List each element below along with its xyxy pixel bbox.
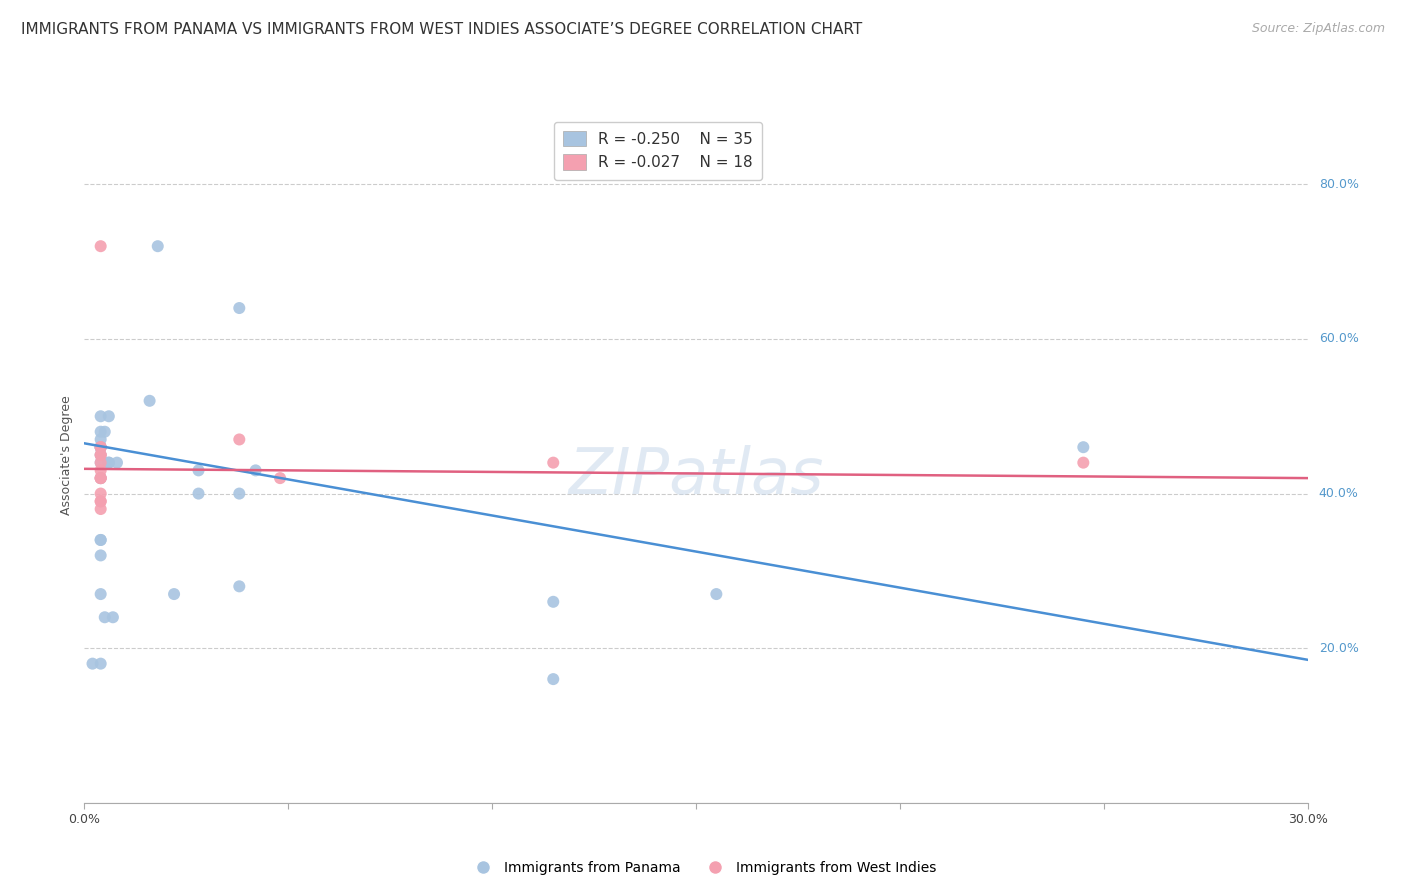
Point <box>90 549 112 563</box>
Legend: R = -0.250    N = 35, R = -0.027    N = 18: R = -0.250 N = 35, R = -0.027 N = 18 <box>554 121 762 179</box>
Text: 60.0%: 60.0% <box>1319 333 1358 345</box>
Point <box>90 440 112 454</box>
Point <box>90 425 112 439</box>
Point <box>90 587 112 601</box>
Point <box>245 463 267 477</box>
Point <box>101 610 124 624</box>
Point <box>90 486 112 500</box>
Point <box>97 456 120 470</box>
Point <box>146 239 169 253</box>
Point <box>543 456 565 470</box>
Y-axis label: Associate's Degree: Associate's Degree <box>60 395 73 515</box>
Point <box>138 393 160 408</box>
Point <box>97 456 120 470</box>
Point <box>90 448 112 462</box>
Point <box>97 409 120 424</box>
Point <box>90 471 112 485</box>
Point <box>90 433 112 447</box>
Point <box>704 587 728 601</box>
Point <box>90 448 112 462</box>
Point <box>105 456 128 470</box>
Point <box>90 533 112 547</box>
Point <box>187 486 209 500</box>
Point <box>228 433 250 447</box>
Point <box>90 657 112 671</box>
Text: ZIPatlas: ZIPatlas <box>568 445 824 507</box>
Point <box>1071 456 1094 470</box>
Point <box>90 440 112 454</box>
Point <box>187 463 209 477</box>
Point <box>543 595 565 609</box>
Point <box>90 456 112 470</box>
Point <box>90 494 112 508</box>
Point <box>93 610 115 624</box>
Point <box>269 471 291 485</box>
Point <box>90 456 112 470</box>
Point <box>228 301 250 315</box>
Point <box>543 672 565 686</box>
Text: 40.0%: 40.0% <box>1319 487 1358 500</box>
Text: IMMIGRANTS FROM PANAMA VS IMMIGRANTS FROM WEST INDIES ASSOCIATE’S DEGREE CORRELA: IMMIGRANTS FROM PANAMA VS IMMIGRANTS FRO… <box>21 22 862 37</box>
Text: 20.0%: 20.0% <box>1319 641 1358 655</box>
Point <box>82 657 104 671</box>
Point <box>90 463 112 477</box>
Point <box>90 440 112 454</box>
Point <box>90 471 112 485</box>
Point <box>163 587 186 601</box>
Point <box>90 448 112 462</box>
Point <box>90 409 112 424</box>
Point <box>228 486 250 500</box>
Point <box>90 494 112 508</box>
Point <box>90 502 112 516</box>
Point <box>90 471 112 485</box>
Point <box>90 440 112 454</box>
Point <box>90 533 112 547</box>
Point <box>90 471 112 485</box>
Point <box>90 239 112 253</box>
Point <box>90 440 112 454</box>
Legend: Immigrants from Panama, Immigrants from West Indies: Immigrants from Panama, Immigrants from … <box>464 855 942 880</box>
Text: 80.0%: 80.0% <box>1319 178 1358 191</box>
Point <box>93 425 115 439</box>
Text: Source: ZipAtlas.com: Source: ZipAtlas.com <box>1251 22 1385 36</box>
Point <box>1071 440 1094 454</box>
Point <box>228 579 250 593</box>
